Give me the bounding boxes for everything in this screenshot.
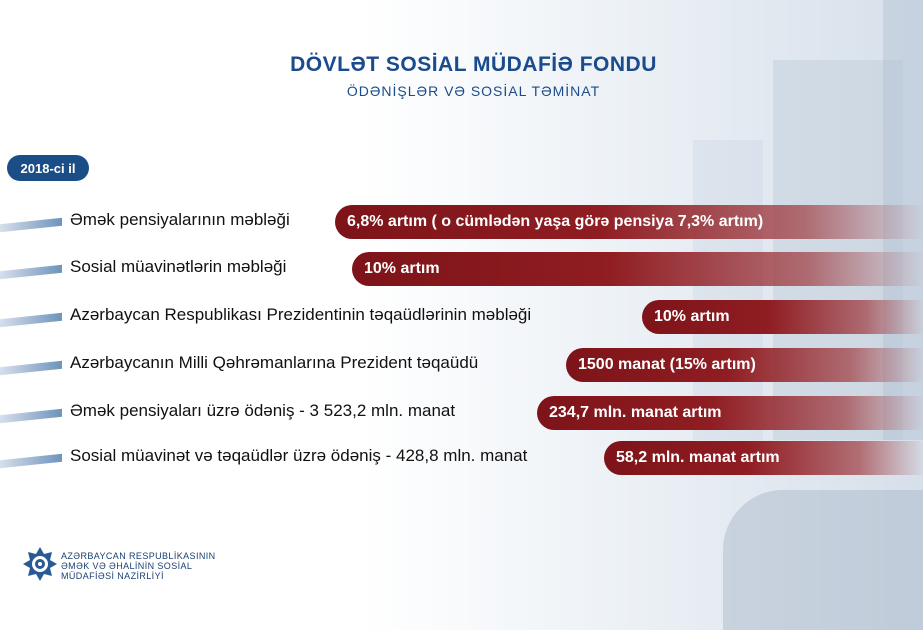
row-label: Sosial müavinətlərin məbləği (70, 257, 287, 276)
row-stub-bar (0, 312, 62, 328)
ministry-name: AZƏRBAYCAN RESPUBLİKASININ ƏMƏK VƏ ƏHALİ… (61, 551, 216, 581)
row-stub-bar (0, 408, 62, 424)
page-title: DÖVLƏT SOSİAL MÜDAFİƏ FONDU (290, 53, 657, 76)
ministry-name-line: AZƏRBAYCAN RESPUBLİKASININ (61, 551, 216, 561)
info-row: Sosial müavinətlərin məbləği 10% artım (0, 252, 923, 286)
row-stub-bar (0, 264, 62, 280)
row-label: Azərbaycanın Milli Qəhrəmanlarına Prezid… (70, 353, 479, 372)
info-row: Azərbaycan Respublikası Prezidentinin tə… (0, 300, 923, 334)
row-stub-bar (0, 217, 62, 233)
row-value-bar: 6,8% artım ( o cümlədən yaşa görə pensiy… (335, 205, 923, 239)
info-row: Sosial müavinət və təqaüdlər üzrə ödəniş… (0, 441, 923, 475)
row-value-bar: 1500 manat (15% artım) (566, 348, 923, 382)
row-value-bar: 10% artım (642, 300, 923, 334)
background-building (693, 140, 763, 440)
year-badge: 2018-ci il (7, 155, 89, 181)
info-row: Əmək pensiyalarının məbləği 6,8% artım (… (0, 205, 923, 239)
info-row: Azərbaycanın Milli Qəhrəmanlarına Prezid… (0, 348, 923, 382)
row-value-bar: 10% artım (352, 252, 923, 286)
row-label: Azərbaycan Respublikası Prezidentinin tə… (70, 305, 532, 324)
row-label: Əmək pensiyaları üzrə ödəniş - 3 523,2 m… (70, 401, 456, 420)
page-subtitle: ÖDƏNİŞLƏR VƏ SOSİAL TƏMİNAT (346, 83, 601, 99)
row-value-bar: 58,2 mln. manat artım (604, 441, 923, 475)
row-value-bar: 234,7 mln. manat artım (537, 396, 923, 430)
row-stub-bar (0, 453, 62, 469)
ministry-name-line: ƏMƏK VƏ ƏHALİNİN SOSİAL (61, 561, 193, 571)
row-label: Sosial müavinət və təqaüdlər üzrə ödəniş… (70, 446, 528, 465)
row-label: Əmək pensiyalarının məbləği (70, 210, 290, 229)
background-car (723, 490, 923, 630)
ministry-name-line: MÜDAFİƏSİ NAZİRLİYİ (61, 571, 164, 581)
row-stub-bar (0, 360, 62, 376)
ministry-emblem-icon (23, 547, 57, 581)
info-row: Əmək pensiyaları üzrə ödəniş - 3 523,2 m… (0, 396, 923, 430)
